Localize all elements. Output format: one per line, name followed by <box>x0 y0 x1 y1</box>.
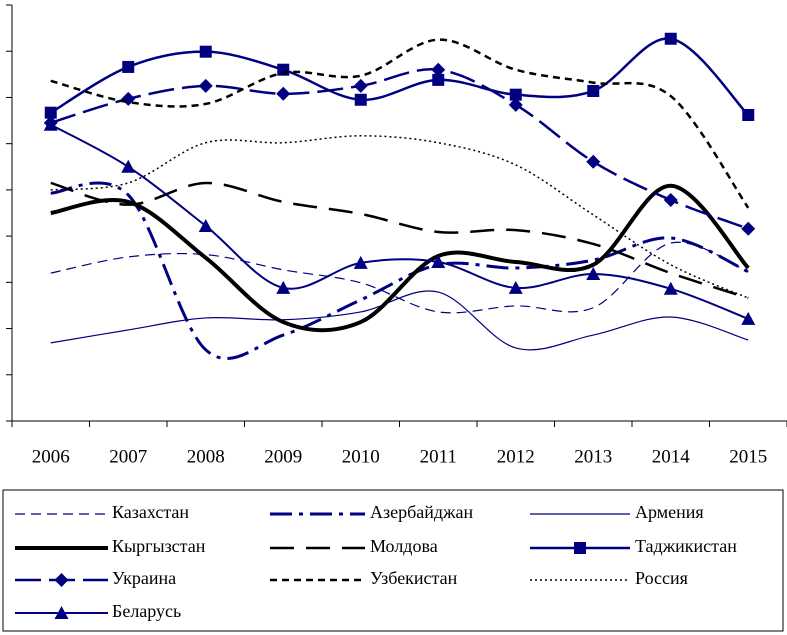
point-marker <box>198 78 213 93</box>
legend-label: Азербайджан <box>370 502 473 522</box>
point-marker <box>354 93 367 106</box>
series-line <box>50 38 750 209</box>
point-marker <box>121 159 136 173</box>
point-marker <box>508 280 523 294</box>
legend-label: Казахстан <box>112 502 189 522</box>
legend-marker <box>54 606 69 619</box>
point-marker <box>741 311 756 325</box>
legend-marker <box>574 542 586 554</box>
x-tick-label: 2015 <box>729 446 767 467</box>
x-tick-label: 2014 <box>652 446 691 467</box>
legend-label: Таджикистан <box>635 536 737 556</box>
point-marker <box>276 86 291 101</box>
point-marker <box>586 267 601 281</box>
legend-label: Молдова <box>370 536 438 556</box>
point-marker <box>122 60 135 73</box>
point-marker <box>199 45 212 58</box>
series-line <box>50 290 749 351</box>
series-line <box>50 181 749 300</box>
legend-label: Беларусь <box>112 601 181 621</box>
point-marker <box>43 117 58 131</box>
legend-box <box>2 489 784 632</box>
point-marker <box>276 280 291 294</box>
point-marker <box>741 221 756 236</box>
legend-label: Узбекистан <box>370 568 458 588</box>
series-line <box>50 37 750 116</box>
series-line <box>50 123 749 320</box>
series-line <box>50 68 749 230</box>
point-marker <box>44 106 57 119</box>
point-marker <box>742 109 755 122</box>
point-marker <box>353 78 368 93</box>
series-line <box>50 181 749 361</box>
legend-label: Кыргызстан <box>112 536 206 556</box>
x-tick-label: 2006 <box>32 446 70 467</box>
x-tick-label: 2010 <box>342 446 380 467</box>
series-line <box>50 241 749 314</box>
x-tick-label: 2007 <box>109 446 147 467</box>
point-marker <box>509 88 522 101</box>
x-tick-label: 2009 <box>264 446 302 467</box>
point-marker <box>432 73 445 86</box>
point-marker <box>664 32 677 45</box>
x-tick-label: 2008 <box>187 446 225 467</box>
point-marker <box>586 154 601 169</box>
point-marker <box>431 254 446 268</box>
point-marker <box>431 62 446 77</box>
legend-label: Россия <box>635 568 688 588</box>
point-marker <box>587 84 600 97</box>
x-tick-label: 2011 <box>420 446 457 467</box>
point-marker <box>508 97 523 112</box>
series-line <box>50 183 750 333</box>
point-marker <box>198 218 213 232</box>
x-tick-label: 2013 <box>574 446 612 467</box>
legend-label: Украина <box>112 568 176 588</box>
legend-label: Армения <box>635 502 704 522</box>
legend-marker <box>54 573 69 587</box>
point-marker <box>353 255 368 269</box>
point-marker <box>663 281 678 295</box>
x-tick-label: 2012 <box>497 446 535 467</box>
series-line <box>50 135 749 299</box>
point-marker <box>663 193 678 208</box>
